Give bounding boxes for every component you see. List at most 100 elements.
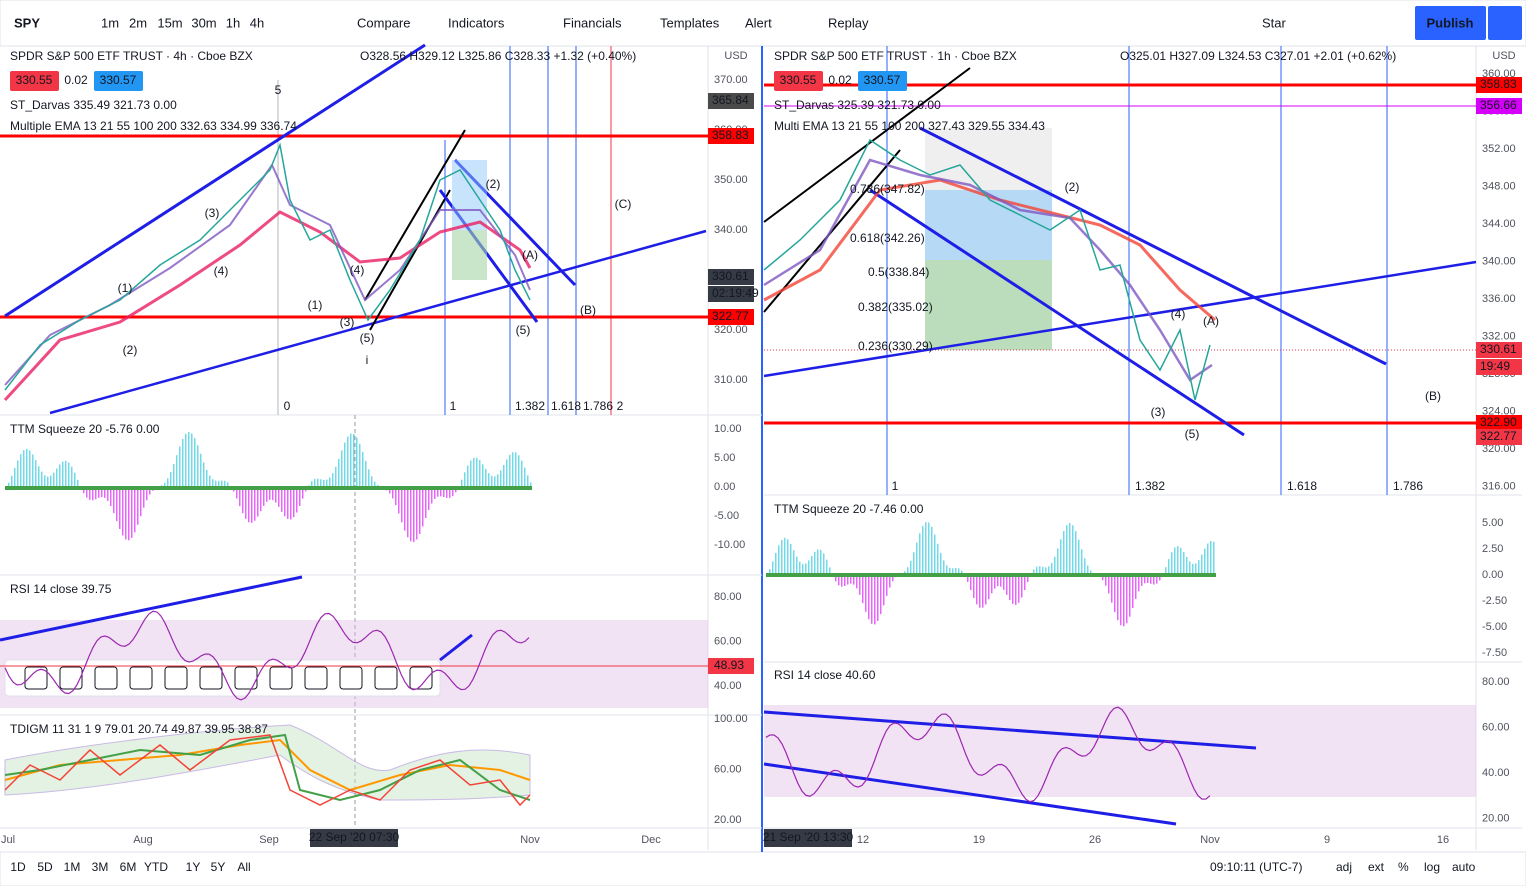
range-button[interactable]: 3M	[92, 860, 109, 874]
squeeze-bar	[341, 450, 343, 488]
time-tick: Nov	[1200, 834, 1220, 846]
scale-option[interactable]: log	[1424, 860, 1440, 874]
squeeze-bar	[1021, 575, 1023, 598]
squeeze-bar	[287, 488, 289, 520]
scale-option[interactable]: %	[1398, 860, 1409, 874]
time-tick: Jul	[1, 834, 15, 846]
squeeze-bar	[236, 488, 238, 499]
range-button[interactable]: 5D	[37, 860, 53, 874]
drawing-tool[interactable]	[59, 666, 83, 690]
squeeze-bar	[1213, 541, 1215, 575]
squeeze-bar	[11, 475, 13, 488]
layout-name[interactable]: Star	[1262, 15, 1287, 30]
squeeze-bar	[1201, 554, 1203, 575]
toolbar-button[interactable]: Compare	[357, 15, 410, 30]
range-button[interactable]: 1D	[10, 860, 26, 874]
squeeze-bar	[224, 480, 226, 488]
toolbar-button[interactable]: Templates	[660, 15, 720, 30]
stream-button[interactable]	[1488, 6, 1522, 40]
drawing-tool[interactable]	[129, 666, 153, 690]
squeeze-bar	[407, 488, 409, 538]
squeeze-bar	[892, 575, 894, 582]
squeeze-bar	[353, 433, 355, 488]
drawing-tool[interactable]	[269, 666, 293, 690]
squeeze-bar	[149, 488, 151, 495]
squeeze-bar	[772, 561, 774, 575]
range-button[interactable]: YTD	[144, 860, 168, 874]
squeeze-bar	[191, 433, 193, 488]
squeeze-bar	[203, 462, 205, 488]
fib-level: 1.618	[551, 399, 581, 413]
toolbar-button[interactable]: Indicators	[448, 15, 505, 30]
squeeze-bar	[113, 488, 115, 514]
ask-price[interactable]: 330.57	[864, 73, 901, 87]
squeeze-bar	[443, 488, 445, 498]
wave-label: 0.236(330.29)	[858, 339, 933, 353]
interval-button[interactable]: 1h	[226, 15, 240, 30]
squeeze-bar	[395, 488, 397, 506]
bid-price[interactable]: 330.55	[16, 73, 53, 87]
pane-tick: 0.00	[714, 481, 735, 493]
squeeze-bar	[392, 488, 394, 499]
interval-button[interactable]: 30m	[191, 15, 216, 30]
squeeze-bar	[847, 575, 849, 585]
drawing-tool[interactable]	[199, 666, 223, 690]
interval-button[interactable]: 2m	[129, 15, 147, 30]
wave-label: (4)	[1171, 307, 1186, 321]
squeeze-bar	[116, 488, 118, 522]
range-button[interactable]: 1Y	[186, 860, 201, 874]
scale-option[interactable]: adj	[1336, 860, 1352, 874]
interval-button[interactable]: 4h	[250, 15, 264, 30]
symbol[interactable]: SPY	[14, 15, 40, 30]
bid-price[interactable]: 330.55	[780, 73, 817, 87]
toolbar-button[interactable]: Replay	[828, 15, 869, 30]
drawing-tool[interactable]	[409, 666, 433, 690]
squeeze-bar	[182, 438, 184, 488]
range-button[interactable]: All	[237, 860, 250, 874]
range-button[interactable]: 6M	[120, 860, 137, 874]
drawing-tool[interactable]	[164, 666, 188, 690]
toolbar-button[interactable]: Alert	[745, 15, 772, 30]
squeeze-bar	[955, 567, 957, 575]
squeeze-bar	[59, 464, 61, 488]
drawing-tool[interactable]	[339, 666, 363, 690]
scale-option[interactable]: ext	[1368, 860, 1385, 874]
drawing-tool[interactable]	[94, 666, 118, 690]
drawing-tool[interactable]	[24, 666, 48, 690]
wave-label: 0.786(347.82)	[850, 182, 925, 196]
fib-level: 1.618	[1287, 479, 1317, 493]
price-label: 322.77	[1480, 429, 1517, 443]
squeeze-bar	[74, 472, 76, 488]
toolbar-button[interactable]: Financials	[563, 15, 622, 30]
price-label-box	[1476, 415, 1522, 431]
squeeze-bar	[494, 476, 496, 488]
squeeze-bar	[206, 469, 208, 488]
interval-button[interactable]: 15m	[157, 15, 182, 30]
squeeze-bar	[1003, 575, 1005, 590]
squeeze-bar	[422, 488, 424, 527]
squeeze-bar	[868, 575, 870, 620]
squeeze-bar	[1180, 547, 1182, 575]
squeeze-bar	[440, 488, 442, 497]
publish-label[interactable]: Publish	[1427, 15, 1474, 30]
squeeze-bar	[227, 482, 229, 488]
squeeze-bar	[20, 454, 22, 488]
fib-level: 2	[617, 399, 624, 413]
range-button[interactable]: 5Y	[211, 860, 226, 874]
drawing-tool[interactable]	[304, 666, 328, 690]
drawing-tool[interactable]	[374, 666, 398, 690]
publish-button[interactable]	[1415, 6, 1486, 40]
squeeze-bar	[491, 475, 493, 488]
squeeze-bar	[485, 468, 487, 488]
interval-button[interactable]: 1m	[101, 15, 119, 30]
ask-price[interactable]: 330.57	[100, 73, 137, 87]
scale-option[interactable]: auto	[1452, 860, 1476, 874]
squeeze-bar	[266, 488, 268, 502]
squeeze-bar	[122, 488, 124, 536]
squeeze-bar	[92, 488, 94, 501]
squeeze-bar	[1153, 575, 1155, 585]
range-button[interactable]: 1M	[64, 860, 81, 874]
squeeze-bar	[775, 552, 777, 575]
pane-separators	[0, 414, 1522, 829]
price-tick: 310.00	[714, 374, 748, 386]
